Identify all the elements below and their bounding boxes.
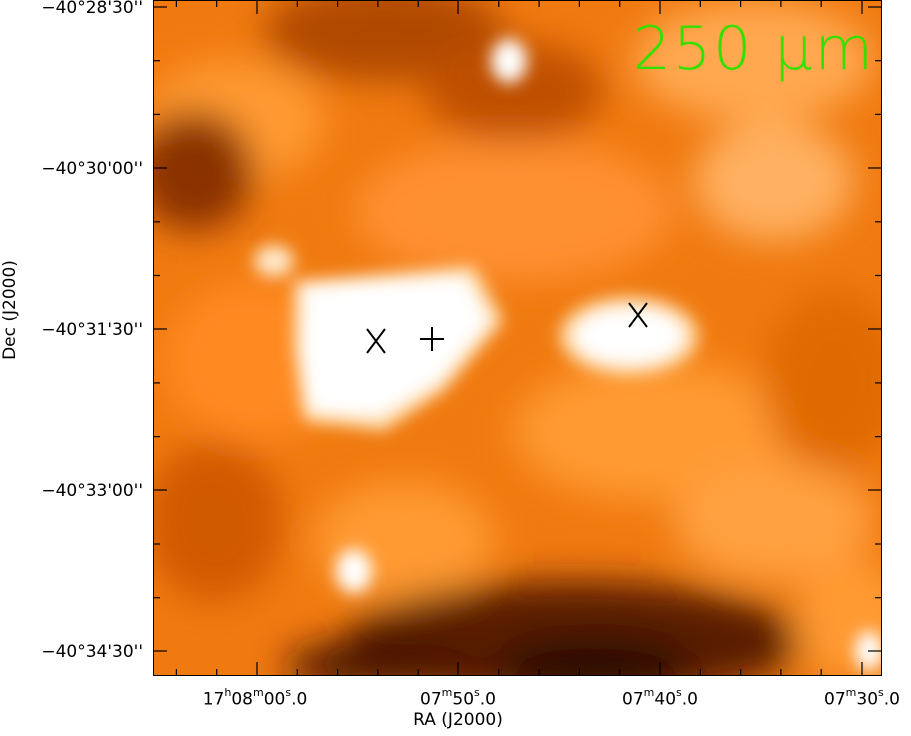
- marker-cross-x-1: [366, 328, 386, 354]
- emission-bright: [254, 39, 881, 671]
- y-axis-label: Dec (J2000): [0, 260, 20, 360]
- marker-group: [366, 302, 648, 354]
- ytick-label-3: −40°31'30'': [41, 320, 143, 340]
- xtick-label-1: 17h08m00s.0: [202, 686, 308, 710]
- x-axis-label: RA (J2000): [413, 710, 503, 730]
- emission-diffuse: [154, 1, 881, 675]
- xtick-label-3: 07m40s.0: [622, 686, 698, 710]
- sky-image-frame: [153, 0, 882, 676]
- xtick-label-4: 07m30s.0: [824, 686, 900, 710]
- sky-image: [154, 1, 881, 675]
- ytick-label-5: −40°34'30'': [41, 642, 143, 662]
- ytick-label-1: −40°28'30'': [41, 0, 143, 18]
- ytick-label-4: −40°33'00'': [41, 481, 143, 501]
- ytick-label-2: −40°30'00'': [41, 159, 143, 179]
- band-label: 250 μm: [632, 14, 875, 84]
- xtick-label-2: 07m50s.0: [420, 686, 496, 710]
- marker-plus-2: [420, 327, 444, 351]
- marker-cross-x-3: [628, 302, 648, 328]
